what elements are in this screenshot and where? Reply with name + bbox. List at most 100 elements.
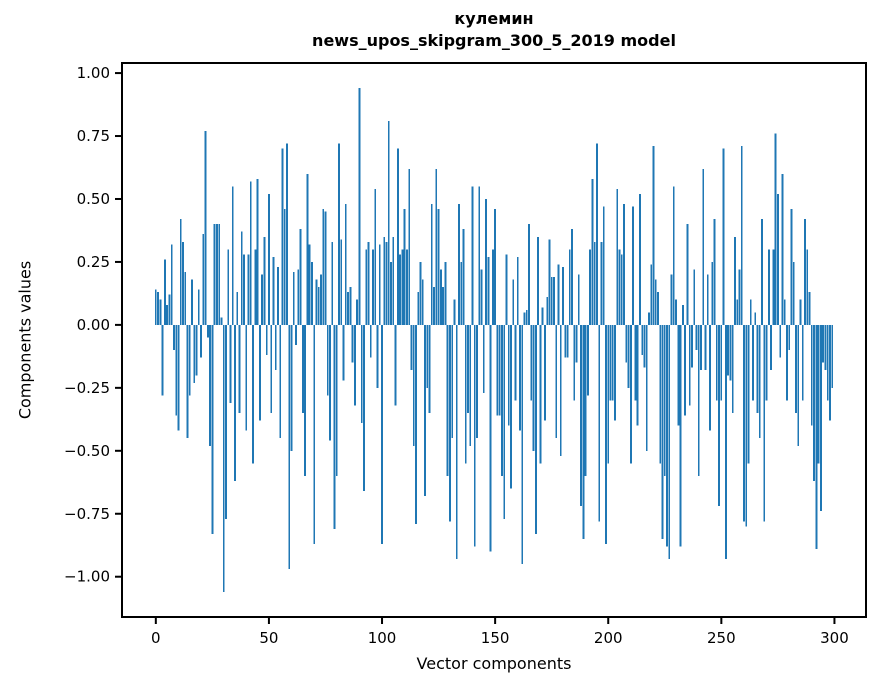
bar: [231, 186, 234, 325]
bar: [220, 317, 223, 325]
bar: [261, 274, 264, 325]
bar: [602, 206, 605, 325]
bar: [240, 231, 243, 325]
y-tick-label: −1.00: [64, 568, 110, 586]
bar: [826, 324, 829, 401]
bar: [797, 324, 800, 446]
x-tick-label: 200: [594, 629, 623, 647]
x-tick-label: 250: [707, 629, 736, 647]
bar: [229, 324, 232, 403]
bar: [356, 299, 359, 325]
bar: [338, 143, 340, 325]
bar: [215, 224, 218, 325]
bar: [795, 324, 797, 414]
bar: [347, 292, 349, 325]
chart-title-line2: news_upos_skipgram_300_5_2019 model: [312, 31, 676, 50]
bar: [822, 324, 825, 363]
y-tick-label: 0.75: [77, 127, 110, 145]
bar: [460, 261, 463, 325]
bar: [360, 324, 363, 424]
bar: [672, 186, 675, 325]
bar: [611, 324, 614, 401]
bar: [804, 219, 806, 325]
bar: [747, 324, 750, 464]
bar: [292, 272, 295, 325]
bar: [505, 254, 508, 325]
bar: [227, 249, 230, 325]
bar: [510, 324, 512, 489]
x-axis-label: Vector components: [416, 654, 572, 673]
bar: [593, 241, 596, 325]
bar: [817, 324, 820, 464]
bar: [596, 143, 598, 325]
bar: [453, 299, 456, 325]
bar: [681, 304, 684, 325]
bar: [586, 324, 589, 396]
bar: [598, 324, 601, 522]
bar: [430, 204, 433, 325]
bar-series: [154, 88, 834, 592]
bar: [444, 261, 447, 325]
bar: [697, 324, 700, 476]
bar: [421, 279, 424, 325]
bar: [351, 324, 354, 363]
bar: [734, 236, 736, 325]
bar: [616, 188, 619, 325]
bar: [451, 324, 454, 439]
bar: [344, 204, 347, 325]
bar: [313, 324, 316, 544]
bar: [657, 292, 659, 325]
bar: [654, 279, 657, 325]
bar: [363, 324, 365, 492]
bar: [700, 324, 702, 371]
bar: [188, 324, 191, 396]
bar: [358, 88, 361, 325]
bar: [163, 259, 166, 325]
bar: [704, 324, 707, 371]
bar: [467, 324, 469, 414]
bar: [385, 241, 388, 325]
bar: [408, 168, 411, 325]
bar: [401, 249, 404, 325]
bar: [752, 324, 754, 401]
bar: [743, 324, 745, 522]
bar: [831, 324, 834, 388]
bar: [206, 324, 209, 338]
bar: [439, 269, 442, 325]
bar: [763, 324, 766, 522]
x-tick-label: 150: [481, 629, 510, 647]
bar: [623, 204, 625, 325]
bar: [433, 287, 435, 325]
bar: [494, 209, 497, 325]
bar: [779, 324, 782, 358]
bar: [281, 148, 284, 325]
bar: [485, 198, 487, 325]
bar: [168, 294, 171, 325]
bar: [448, 324, 451, 522]
bar: [297, 269, 300, 325]
bar: [523, 312, 526, 325]
bar: [186, 324, 189, 439]
bar: [543, 324, 546, 421]
bar: [788, 324, 791, 351]
bar: [419, 261, 422, 325]
bar: [614, 324, 616, 421]
bar: [541, 307, 544, 325]
bar: [455, 324, 458, 560]
bar: [295, 324, 297, 346]
bar: [525, 309, 528, 325]
bar: [534, 324, 537, 534]
bar: [688, 324, 691, 406]
y-tick-label: −0.50: [64, 442, 110, 460]
bar: [562, 266, 564, 325]
y-tick-label: 0.50: [77, 190, 110, 208]
bar: [322, 209, 325, 325]
bar: [277, 266, 279, 325]
bar: [394, 324, 397, 406]
bar: [605, 324, 607, 544]
bar: [575, 324, 578, 363]
bar: [754, 312, 757, 325]
bar: [390, 261, 392, 325]
bar: [767, 249, 770, 325]
